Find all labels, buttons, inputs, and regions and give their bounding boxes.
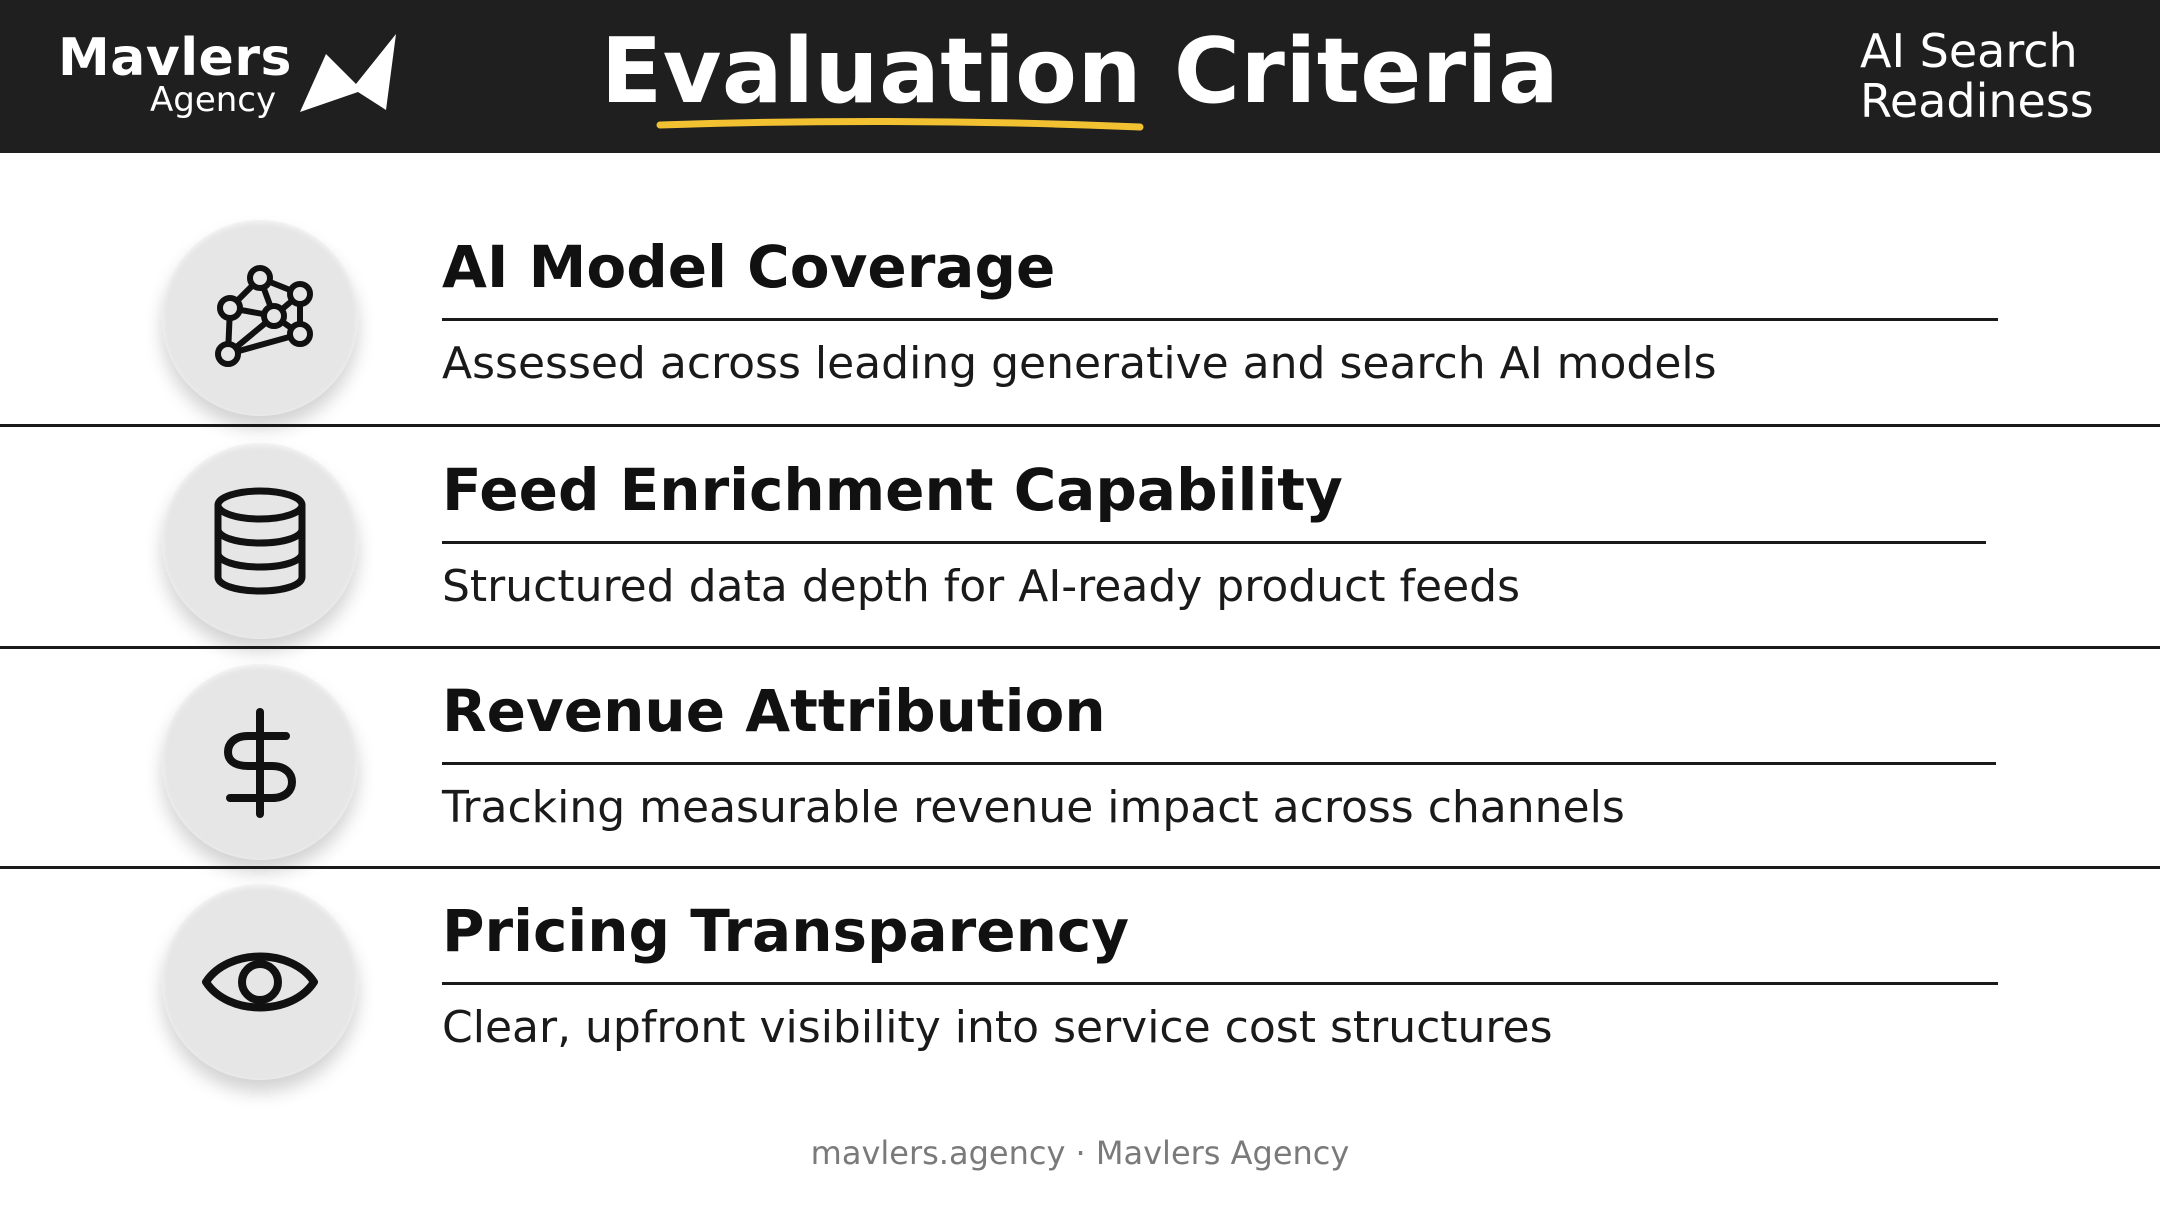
criterion-title: Revenue Attribution [442, 677, 1106, 745]
criterion-description: Structured data depth for AI-ready produ… [442, 561, 1520, 612]
row-divider [0, 866, 2160, 869]
icon-badge [162, 884, 358, 1080]
title-underline [656, 117, 1144, 131]
page-title: Evaluation Criteria [600, 19, 1560, 124]
footer-credit: mavlers.agency · Mavlers Agency [810, 1134, 1350, 1172]
icon-badge [162, 220, 358, 416]
criterion-row: Pricing Transparency Clear, upfront visi… [0, 884, 2160, 1104]
row-divider [0, 646, 2160, 649]
criterion-title: Feed Enrichment Capability [442, 456, 1343, 524]
title-rule [442, 541, 1986, 544]
database-icon [214, 487, 306, 595]
icon-badge [162, 664, 358, 860]
eye-icon [202, 952, 318, 1012]
network-icon [215, 265, 313, 367]
brand-name: Mavlers [58, 28, 292, 88]
criterion-description: Tracking measurable revenue impact acros… [442, 782, 1625, 833]
header-bar: Mavlers Agency Evaluation Criteria AI Se… [0, 0, 2160, 153]
criterion-description: Assessed across leading generative and s… [442, 338, 1717, 389]
brand-logo: Mavlers Agency [58, 28, 403, 128]
criterion-description: Clear, upfront visibility into service c… [442, 1002, 1553, 1053]
dollar-icon [224, 708, 296, 818]
section-tag: AI Search Readiness [1860, 24, 2094, 128]
brand-sub: Agency [150, 80, 277, 120]
row-divider [0, 424, 2160, 427]
criterion-row: Revenue Attribution Tracking measurable … [0, 664, 2160, 884]
criterion-title: AI Model Coverage [442, 233, 1056, 301]
criterion-row: Feed Enrichment Capability Structured da… [0, 443, 2160, 663]
title-rule [442, 762, 1996, 765]
brand-mark-icon [300, 34, 396, 112]
title-rule [442, 318, 1998, 321]
criterion-title: Pricing Transparency [442, 897, 1130, 965]
criterion-row: AI Model Coverage Assessed across leadin… [0, 220, 2160, 440]
title-rule [442, 982, 1998, 985]
icon-badge [162, 443, 358, 639]
